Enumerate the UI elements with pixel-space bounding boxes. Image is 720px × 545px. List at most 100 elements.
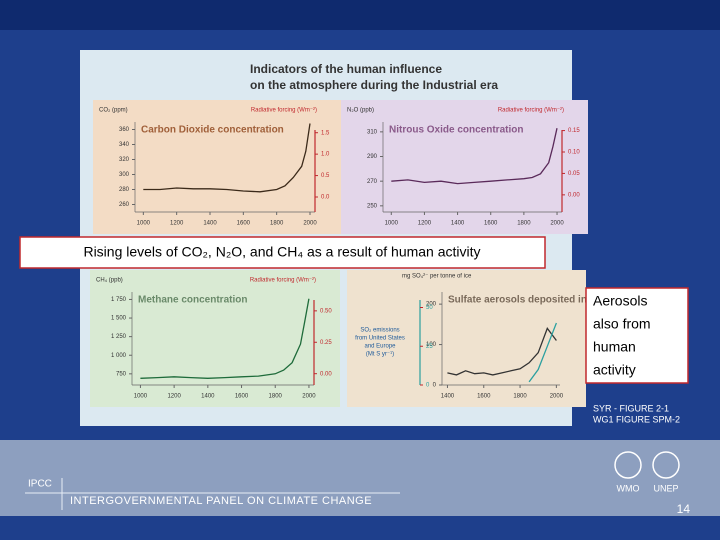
callout-text: Aerosols: [593, 293, 647, 309]
org-short: IPCC: [28, 479, 52, 490]
top-band: [0, 0, 720, 30]
x-tick-label: 1800: [269, 394, 283, 400]
y2-tick-label: 0.00: [320, 371, 332, 377]
y2-tick-label: 1.5: [321, 130, 330, 136]
x-tick-label: 1200: [167, 394, 181, 400]
y2-tick-label: 0.00: [568, 192, 580, 198]
y2-axis-label: (Mt S yr⁻¹): [366, 352, 394, 358]
panel-background: [341, 100, 588, 234]
figure-source: SYR - FIGURE 2-1: [593, 403, 669, 413]
callout-box: [19, 236, 546, 269]
y2-tick-label: 0.50: [320, 308, 332, 314]
x-tick-label: 1400: [451, 221, 465, 227]
x-tick-label: 1000: [134, 394, 148, 400]
figure-title: Indicators of the human influence: [250, 62, 442, 76]
y-axis-label: CO₂ (ppm): [99, 108, 128, 114]
y2-tick-label: 0: [426, 383, 430, 389]
data-line: [391, 128, 558, 185]
y-axis-label: mg SO₄²⁻ per tonne of ice: [402, 274, 472, 280]
y-tick-label: 340: [119, 142, 130, 148]
callout-text: activity: [593, 362, 636, 378]
y2-axis-label: Radiative forcing (Wm⁻²): [250, 278, 316, 284]
x-tick-label: 1800: [270, 221, 284, 227]
bottom-band: [0, 516, 720, 540]
y-tick-label: 270: [367, 179, 378, 185]
y-tick-label: 280: [119, 187, 130, 193]
panel-title: Nitrous Oxide concentration: [389, 125, 523, 136]
footer-band: [0, 440, 720, 516]
y2-axis-label: SO₂ emissions: [360, 328, 399, 334]
y-tick-label: 750: [116, 371, 127, 377]
y-tick-label: 100: [426, 342, 437, 348]
x-tick-label: 2000: [550, 221, 564, 227]
data-line: [447, 327, 557, 376]
panel-background: [90, 270, 340, 407]
x-tick-label: 1600: [237, 221, 251, 227]
y2-tick-label: 0.5: [321, 173, 330, 179]
page-number: 14: [677, 502, 691, 516]
wmo-logo: [614, 451, 642, 479]
panel-title: Sulfate aerosols deposited in Greenland …: [448, 295, 656, 306]
callout-box: [585, 287, 689, 384]
y2-tick-label: 0.05: [568, 171, 580, 177]
callout-text: human: [593, 339, 636, 355]
x-tick-label: 1200: [170, 221, 184, 227]
y2-axis-label: from United States: [355, 336, 405, 342]
y2-tick-label: 25: [426, 344, 433, 350]
y-tick-label: 360: [119, 127, 130, 133]
figure-source: WG1 FIGURE SPM-2: [593, 414, 680, 424]
x-tick-label: 1200: [418, 221, 432, 227]
panel-background: [347, 270, 586, 407]
logo-label: UNEP: [653, 483, 678, 493]
x-tick-label: 2000: [302, 394, 316, 400]
x-tick-label: 1000: [137, 221, 151, 227]
unep-logo: [652, 451, 680, 479]
y-tick-label: 320: [119, 157, 130, 163]
panel-background: [93, 100, 341, 234]
figure-title: on the atmosphere during the Industrial …: [250, 78, 498, 92]
y-tick-label: 250: [367, 203, 378, 209]
x-tick-label: 2000: [303, 221, 317, 227]
y-tick-label: 310: [367, 129, 378, 135]
y-tick-label: 200: [426, 302, 437, 308]
y2-tick-label: 0.0: [321, 195, 330, 201]
x-tick-label: 1400: [441, 394, 455, 400]
x-tick-label: 1800: [517, 221, 531, 227]
x-tick-label: 1400: [203, 221, 217, 227]
y2-axis-label: and Europe: [364, 344, 396, 350]
x-tick-label: 1600: [484, 221, 498, 227]
y2-tick-label: 0.10: [568, 150, 580, 156]
org-full: INTERGOVERNMENTAL PANEL ON CLIMATE CHANG…: [70, 495, 372, 507]
x-tick-label: 1600: [477, 394, 491, 400]
x-tick-label: 1600: [235, 394, 249, 400]
x-tick-label: 1800: [513, 394, 527, 400]
y2-tick-label: 1.0: [321, 152, 330, 158]
y2-tick-label: 50: [426, 305, 433, 311]
y-tick-label: 290: [367, 154, 378, 160]
y-tick-label: 300: [119, 172, 130, 178]
panel-title: Carbon Dioxide concentration: [141, 125, 284, 136]
y2-axis-label: Radiative forcing (Wm⁻²): [498, 108, 564, 114]
y-tick-label: 1 250: [111, 334, 127, 340]
callout-text: Rising levels of CO₂, N₂O, and CH₄ as a …: [83, 244, 480, 260]
data-line: [528, 322, 558, 383]
x-tick-label: 1400: [201, 394, 215, 400]
y-tick-label: 1 000: [111, 353, 127, 359]
y-tick-label: 1 500: [111, 316, 127, 322]
callout-text: also from: [593, 316, 651, 332]
y-tick-label: 1 750: [111, 297, 127, 303]
y2-tick-label: 0.25: [320, 340, 332, 346]
x-tick-label: 2000: [550, 394, 564, 400]
data-line: [143, 123, 311, 193]
logo-label: WMO: [617, 483, 640, 493]
data-line: [140, 298, 310, 379]
y-axis-label: CH₄ (ppb): [96, 278, 123, 284]
y-tick-label: 260: [119, 202, 130, 208]
panel-title: Methane concentration: [138, 295, 247, 306]
y-tick-label: 0: [433, 383, 437, 389]
y2-axis-label: Radiative forcing (Wm⁻²): [251, 108, 317, 114]
y-axis-label: N₂O (ppb): [347, 108, 374, 114]
x-tick-label: 1000: [385, 221, 399, 227]
